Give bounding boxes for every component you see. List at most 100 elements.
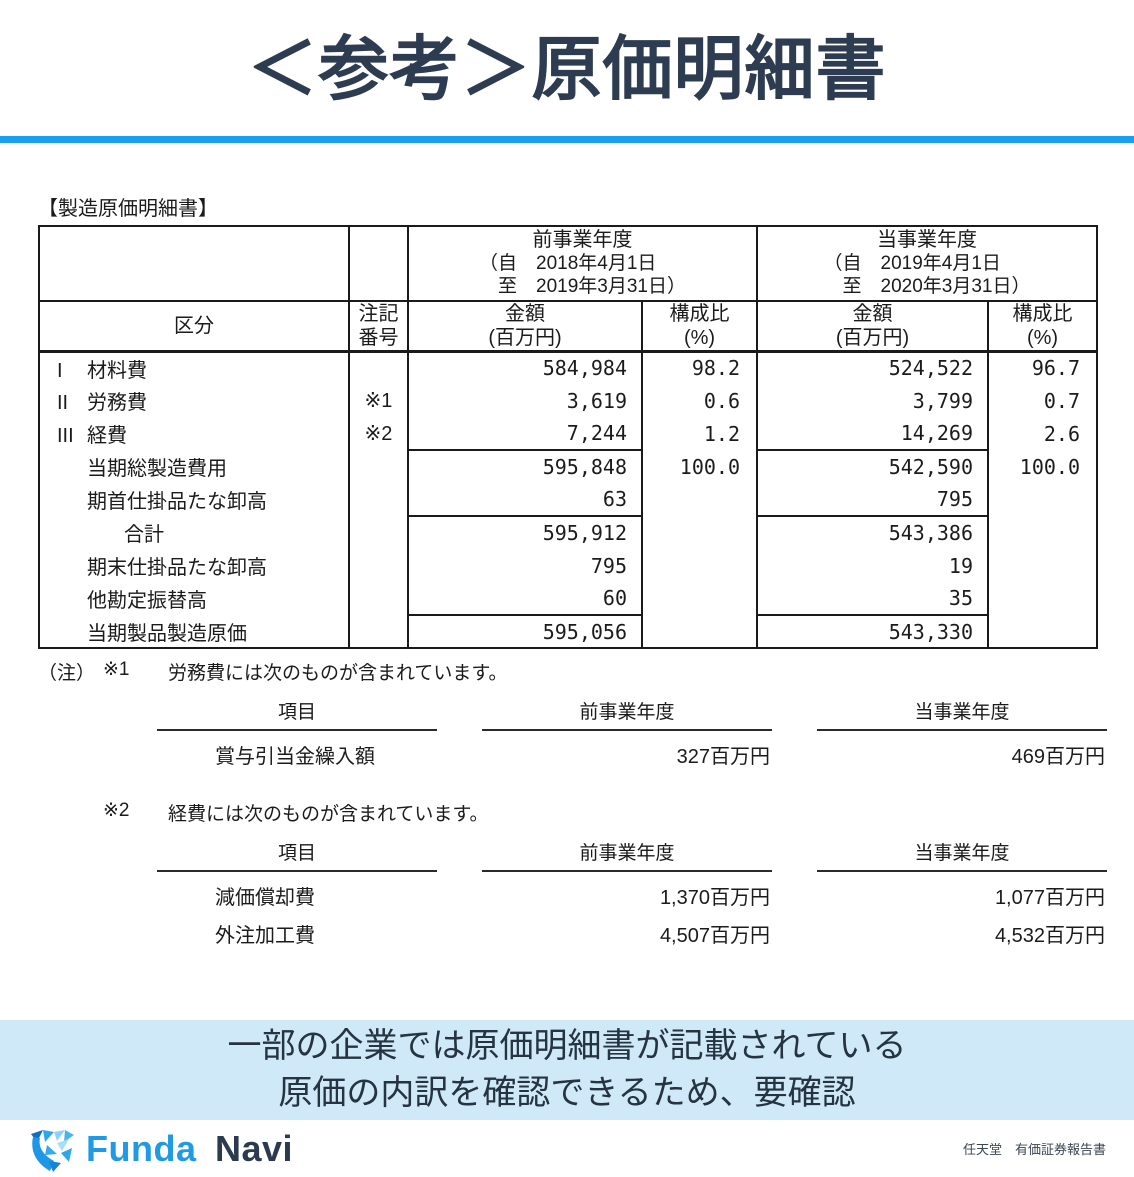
note1-text: 労務費には次のものが含まれています。: [168, 663, 508, 684]
col-ratio-line1: 構成比: [1012, 302, 1073, 325]
cost-table-row: 他勘定振替高 60 35: [38, 582, 1097, 615]
row-amount-prev: 595,848: [407, 449, 642, 483]
row-ratio-curr: 0.7: [987, 384, 1097, 417]
row-category: 期首仕掛品たな卸高: [38, 483, 349, 516]
col-amount-line1: 金額: [505, 302, 545, 325]
row-label: 他勘定振替高: [87, 590, 207, 612]
note2-title: ※2 経費には次のものが含まれています。: [38, 799, 1096, 826]
note-column-header: 当事業年度: [817, 697, 1107, 731]
row-label: 当期製品製造原価: [87, 622, 247, 645]
row-note-ref: [348, 483, 408, 516]
note2-marker: ※2: [103, 800, 130, 821]
note-column-header: 前事業年度: [482, 697, 772, 731]
note-value-prev: 1,370百万円: [659, 887, 770, 909]
row-ratio-prev: [641, 549, 757, 582]
col-ratio-line1: 構成比: [669, 302, 730, 325]
note-prefix: （注）: [38, 663, 96, 684]
note2-text: 経費には次のものが含まれています。: [168, 804, 489, 825]
col-header-category: 区分: [38, 300, 349, 353]
row-note-ref: ※1: [348, 384, 408, 417]
col-header-note: 注記 番号: [348, 300, 408, 353]
row-ratio-curr: 100.0: [987, 450, 1097, 483]
period-curr-to: 至 2020年3月31日）: [823, 276, 1031, 298]
col-ratio-line2: (%): [683, 326, 716, 349]
note-value-curr: 469百万円: [1011, 746, 1105, 768]
note-value-curr: 4,532百万円: [994, 925, 1105, 947]
row-ratio-prev: 98.2: [641, 351, 757, 384]
accent-divider: [0, 135, 1134, 143]
cost-table-row: II 労務費 ※1 3,619 0.6 3,799 0.7: [38, 384, 1097, 417]
row-ratio-curr: [987, 549, 1097, 582]
row-category: 期末仕掛品たな卸高: [38, 549, 349, 582]
banner-line2: 原価の内訳を確認できるため、要確認: [278, 1074, 856, 1112]
cost-table-row: 合計 595,912 543,386: [38, 515, 1097, 549]
note2-table: 項目 前事業年度 当事業年度 減価償却費 1,370百万円 1,077百万円 外注加工費 4,…: [157, 838, 1107, 948]
banner-line1: 一部の企業では原価明細書が記載されている: [227, 1027, 907, 1066]
row-amount-prev: 7,244: [407, 417, 642, 450]
row-amount-curr: 543,386: [756, 515, 988, 549]
funda-navi-logo-icon: [31, 1129, 74, 1172]
note-value-prev: 4,507百万円: [659, 925, 770, 947]
period-prev-to: 至 2019年3月31日）: [479, 276, 686, 298]
row-note-ref: [348, 450, 408, 483]
period-prev-name: 前事業年度: [532, 228, 633, 251]
row-amount-prev: 595,912: [407, 515, 642, 549]
row-label: 経費: [87, 425, 127, 447]
statement-section: 【製造原価明細書】 前事業年度 （自 2018年4月1日 至 2019年3月31…: [38, 192, 1107, 949]
note-value-curr: 1,077百万円: [994, 887, 1105, 909]
note-prefix-spacer: [38, 799, 103, 826]
period-curr-dates: （自 2019年4月1日 至 2020年3月31日）: [824, 252, 1031, 298]
row-ratio-prev: [641, 582, 757, 615]
row-ratio-curr: 2.6: [987, 417, 1097, 450]
period-prev-cell: 前事業年度 （自 2018年4月1日 至 2019年3月31日）: [407, 225, 757, 302]
footer: Funda Navi 任天堂 有価証券報告書: [0, 1120, 1134, 1177]
row-amount-prev: 795: [407, 549, 642, 582]
row-numeral: III: [57, 425, 74, 447]
period-curr-name: 当事業年度: [877, 228, 977, 251]
blank-cell: [348, 225, 408, 302]
period-header-row: 前事業年度 （自 2018年4月1日 至 2019年3月31日） 当事業年度 （…: [38, 225, 1097, 302]
note-item-label: 減価償却費: [215, 887, 315, 909]
period-curr-cell: 当事業年度 （自 2019年4月1日 至 2020年3月31日）: [756, 225, 1097, 302]
col-header-amount-prev: 金額 (百万円): [407, 300, 642, 353]
row-note-ref: ※2: [348, 417, 408, 450]
col-header-ratio-prev: 構成比 (%): [641, 300, 757, 353]
note-column-header: 項目: [157, 697, 437, 731]
row-category: 当期総製造費用: [38, 450, 349, 483]
row-label: 労務費: [87, 392, 147, 414]
row-amount-curr: 542,590: [756, 449, 988, 483]
period-prev-from: （自 2018年4月1日: [479, 252, 657, 274]
col-header-ratio-curr: 構成比 (%): [987, 300, 1097, 353]
col-ratio-line2: (%): [1026, 326, 1059, 349]
row-category: III 経費: [38, 417, 349, 450]
statement-label: 【製造原価明細書】: [38, 197, 218, 220]
row-amount-prev: 60: [407, 582, 642, 615]
row-label: 期末仕掛品たな卸高: [87, 557, 267, 579]
brand-logo: Funda Navi: [28, 1125, 293, 1173]
column-header-row: 区分 注記 番号 金額 (百万円) 構成比 (%) 金額 (百万円): [38, 300, 1097, 353]
summary-banner: 一部の企業では原価明細書が記載されている 原価の内訳を確認できるため、要確認: [0, 1020, 1134, 1120]
row-numeral: II: [57, 392, 69, 414]
source-citation: 任天堂 有価証券報告書: [962, 1142, 1106, 1157]
note-column-header: 当事業年度: [817, 838, 1107, 872]
notes-section: （注） ※1 労務費には次のものが含まれています。 項目 前事業年度 当事業年度 賞与…: [38, 658, 1107, 948]
row-note-ref: [348, 549, 408, 582]
row-amount-prev: 584,984: [407, 351, 642, 384]
row-amount-curr: 14,269: [756, 417, 988, 450]
col-amount-line2: (百万円): [835, 326, 910, 349]
row-ratio-prev: 1.2: [641, 417, 757, 450]
col-amount-line2: (百万円): [488, 326, 562, 349]
row-amount-curr: 524,522: [756, 351, 988, 384]
col-amount-line1: 金額: [852, 302, 893, 325]
cost-table-row: 期首仕掛品たな卸高 63 795: [38, 483, 1097, 516]
note-value-prev: 327百万円: [676, 746, 770, 768]
note1-table: 項目 前事業年度 当事業年度 賞与引当金繰入額 327百万円 469百万円: [157, 697, 1107, 769]
row-ratio-curr: [987, 615, 1097, 648]
period-curr-from: （自 2019年4月1日: [823, 252, 1001, 274]
row-amount-prev: 3,619: [407, 384, 642, 417]
cost-table-row: I 材料費 584,984 98.2 524,522 96.7: [38, 351, 1097, 384]
row-amount-prev: 595,056: [407, 614, 642, 648]
cost-table-row: 当期総製造費用 595,848 100.0 542,590 100.0: [38, 449, 1097, 483]
row-label: 材料費: [87, 359, 147, 382]
note-column-header: 前事業年度: [482, 838, 772, 872]
